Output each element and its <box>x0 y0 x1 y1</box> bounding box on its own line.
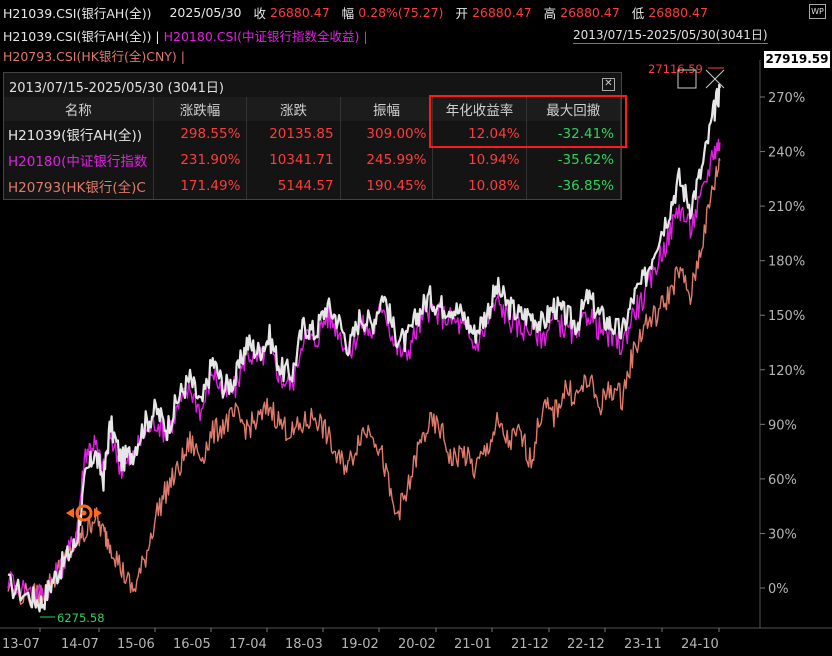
wp-icon[interactable]: WP <box>809 4 826 19</box>
y-tick-label: 150% <box>768 309 805 324</box>
col-max-drawdown[interactable]: 最大回撤 <box>526 97 622 121</box>
x-tick-label: 15-06 <box>117 637 155 652</box>
y-tick-label: 180% <box>768 255 805 270</box>
table-header-row: 名称 涨跌幅 涨跌 振幅 年化收益率 最大回撤 <box>4 97 622 121</box>
series-line-3 <box>7 157 721 608</box>
row-name: H21039(银行AH(全)) <box>4 121 154 147</box>
event-marker-dot <box>81 510 87 516</box>
table-row[interactable]: H21039(银行AH(全)) 298.55% 20135.85 309.00%… <box>4 121 622 147</box>
high-label: 高 <box>543 5 557 21</box>
row-amplitude: 309.00% <box>340 121 434 147</box>
event-marker-ring <box>75 504 93 522</box>
row-name: H20180(中证银行指数 <box>4 147 154 173</box>
table-row[interactable]: H20180(中证银行指数 231.90% 10341.71 245.99% 1… <box>4 147 622 173</box>
stats-table: 名称 涨跌幅 涨跌 振幅 年化收益率 最大回撤 H21039(银行AH(全)) … <box>4 97 622 199</box>
change-value: 0.28%(75.27) <box>358 4 444 20</box>
y-tick-label: 90% <box>768 418 797 433</box>
y-axis: 0% 30% 60% 90% 120% 150% 180% 210% 240% 270% <box>760 91 805 597</box>
index-code: H21039.CSI(银行AH(全)) <box>3 5 152 21</box>
x-tick-label: 17-04 <box>229 637 267 652</box>
row-max-drawdown: -35.62% <box>526 147 622 173</box>
interval-stats-panel: 2013/07/15-2025/05/30 (3041日) ✕ 名称 涨跌幅 涨… <box>3 72 622 200</box>
close-value: 26880.47 <box>270 4 330 20</box>
crosshair-box <box>677 69 697 89</box>
row-change: 5144.57 <box>246 173 341 199</box>
legend-series1[interactable]: H21039.CSI(银行AH(全)) | <box>3 29 160 44</box>
close-icon[interactable]: ✕ <box>602 78 615 91</box>
row-change-pct: 231.90% <box>153 147 248 173</box>
quote-date: 2025/05/30 <box>169 4 242 20</box>
crosshair-line <box>705 69 725 89</box>
open-value: 26880.47 <box>471 4 532 20</box>
row-annualized: 12.04% <box>432 121 527 147</box>
x-tick-label: 24-10 <box>681 637 719 652</box>
legend-series2[interactable]: H20180.CSI(中证银行指数全收益) | <box>163 29 368 44</box>
event-marker-left <box>66 508 74 518</box>
quote-header: H21039.CSI(银行AH(全)) 2025/05/30 收 26880.4… <box>0 0 832 24</box>
x-tick-label: 14-07 <box>61 637 99 652</box>
col-change-pct[interactable]: 涨跌幅 <box>153 97 248 121</box>
x-axis: 13-07 14-07 15-06 16-05 17-04 18-03 19-02 20-02… <box>2 628 720 652</box>
col-annualized[interactable]: 年化收益率 <box>432 97 527 121</box>
row-name: H20793(HK银行(全)C <box>4 173 154 199</box>
col-name[interactable]: 名称 <box>4 97 154 121</box>
row-annualized: 10.08% <box>432 173 527 199</box>
y-tick-label: 30% <box>768 527 797 542</box>
row-max-drawdown: -32.41% <box>526 121 622 147</box>
y-tick-label: 0% <box>768 582 789 597</box>
y-tick-label: 60% <box>768 473 797 488</box>
x-tick-label: 19-02 <box>341 637 379 652</box>
x-tick-label: 18-03 <box>285 637 323 652</box>
x-tick-label: 16-05 <box>173 637 211 652</box>
low-annotation: 6275.58 <box>57 611 105 625</box>
y-tick-label: 210% <box>768 200 805 215</box>
current-price-tag: 27919.59 <box>764 51 830 68</box>
x-tick-label: 21-01 <box>454 637 492 652</box>
row-change: 20135.85 <box>246 121 341 147</box>
y-tick-label: 240% <box>768 146 805 161</box>
row-amplitude: 190.45% <box>340 173 434 199</box>
legend-series3[interactable]: H20793.CSI(HK银行(全)CNY) | <box>3 49 185 64</box>
change-label: 幅 <box>341 5 355 21</box>
col-change[interactable]: 涨跌 <box>246 97 341 121</box>
range-selector[interactable]: 2013/07/15-2025/05/30(3041日) <box>573 28 768 44</box>
panel-header: 2013/07/15-2025/05/30 (3041日) ✕ <box>4 73 621 97</box>
y-tick-label: 270% <box>768 91 805 106</box>
x-tick-label: 20-02 <box>398 637 436 652</box>
event-marker-right <box>94 508 102 518</box>
table-row[interactable]: H20793(HK银行(全)C 171.49% 5144.57 190.45% … <box>4 173 622 199</box>
open-label: 开 <box>455 5 468 21</box>
row-change-pct: 171.49% <box>153 173 248 199</box>
x-tick-label: 21-12 <box>511 637 549 652</box>
x-tick-label: 13-07 <box>2 637 40 652</box>
x-tick-label: 22-12 <box>567 637 605 652</box>
col-amplitude[interactable]: 振幅 <box>340 97 434 121</box>
row-max-drawdown: -36.85% <box>526 173 622 199</box>
high-value: 26880.47 <box>560 4 620 20</box>
panel-title: 2013/07/15-2025/05/30 (3041日) <box>9 81 224 96</box>
high-annotation: 27116.59 <box>648 62 703 76</box>
series-line-1 <box>7 83 722 613</box>
series-legend-row1: H21039.CSI(银行AH(全)) | H20180.CSI(中证银行指数全… <box>3 26 368 45</box>
close-label: 收 <box>253 5 267 21</box>
low-label: 低 <box>631 5 645 21</box>
row-annualized: 10.94% <box>432 147 527 173</box>
chart-lines <box>7 83 722 613</box>
series-line-2 <box>7 138 721 602</box>
low-value: 26880.47 <box>648 4 708 20</box>
y-tick-label: 120% <box>768 364 805 379</box>
x-tick-label: 23-11 <box>624 637 662 652</box>
row-change-pct: 298.55% <box>153 121 248 147</box>
event-marker-icon <box>66 504 102 522</box>
series-legend-row2: H20793.CSI(HK银行(全)CNY) | <box>3 46 185 65</box>
row-change: 10341.71 <box>246 147 341 173</box>
row-amplitude: 245.99% <box>340 147 434 173</box>
chart-annotations: 27116.59 6275.58 <box>40 62 725 625</box>
